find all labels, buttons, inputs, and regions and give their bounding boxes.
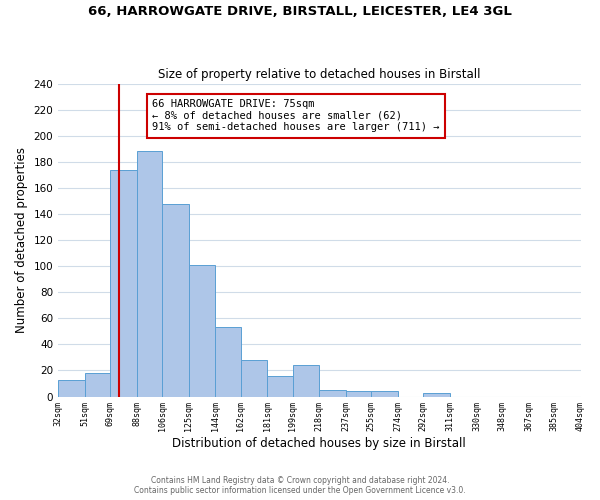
Bar [241,360,268,397]
Bar [162,204,189,396]
Y-axis label: Number of detached properties: Number of detached properties [15,147,28,333]
Bar [423,392,450,396]
Bar [371,392,398,396]
Title: Size of property relative to detached houses in Birstall: Size of property relative to detached ho… [158,68,481,81]
Bar [293,366,319,396]
Bar [346,392,371,396]
Bar [268,376,293,396]
Bar [58,380,85,396]
Text: Contains HM Land Registry data © Crown copyright and database right 2024.
Contai: Contains HM Land Registry data © Crown c… [134,476,466,495]
Text: 66 HARROWGATE DRIVE: 75sqm
← 8% of detached houses are smaller (62)
91% of semi-: 66 HARROWGATE DRIVE: 75sqm ← 8% of detac… [152,99,440,132]
Bar [319,390,346,396]
Bar [110,170,137,396]
Bar [215,328,241,396]
Text: 66, HARROWGATE DRIVE, BIRSTALL, LEICESTER, LE4 3GL: 66, HARROWGATE DRIVE, BIRSTALL, LEICESTE… [88,5,512,18]
Bar [137,152,162,396]
Bar [85,373,110,396]
Bar [189,265,215,396]
X-axis label: Distribution of detached houses by size in Birstall: Distribution of detached houses by size … [172,437,466,450]
